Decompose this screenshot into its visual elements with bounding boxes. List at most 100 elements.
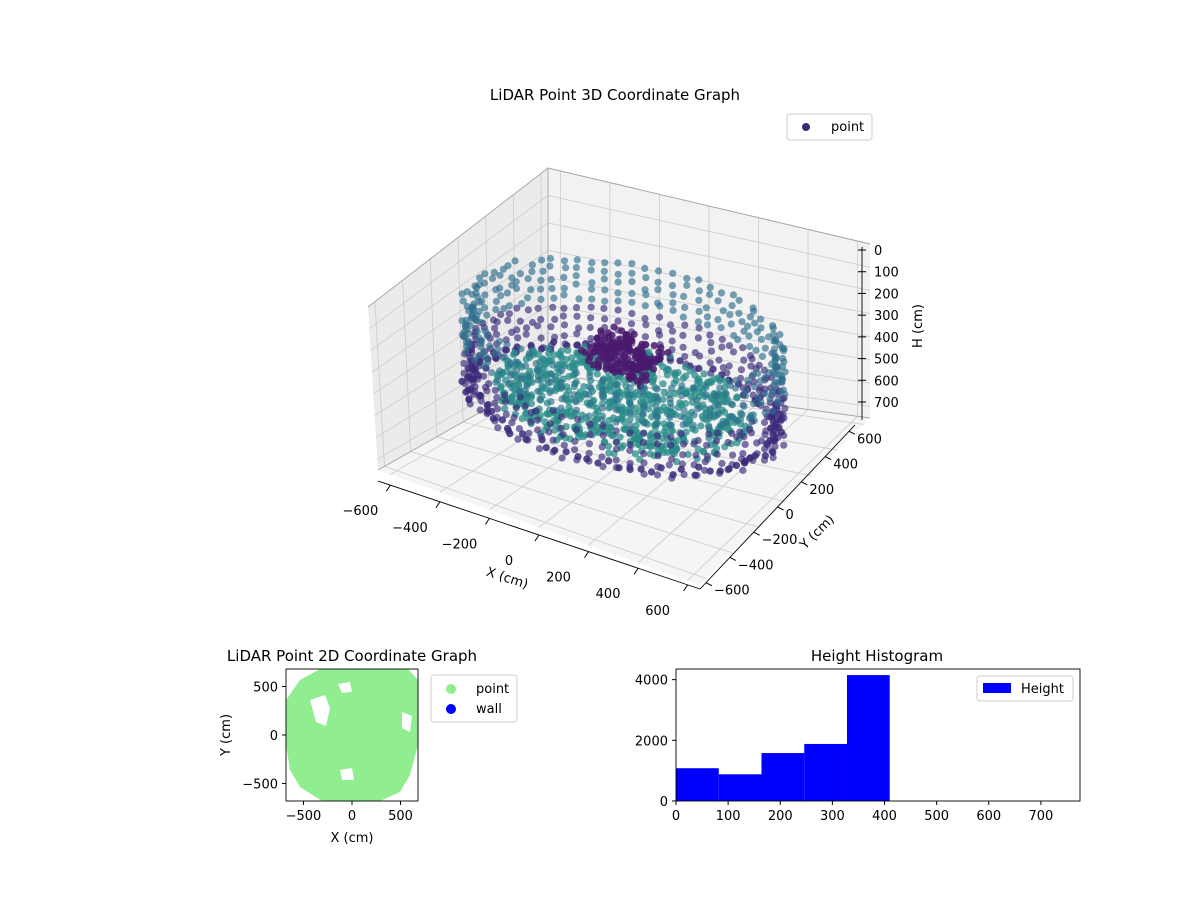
x-tick-3d: [534, 534, 540, 542]
lidar-point: [471, 387, 479, 395]
lidar-point: [546, 389, 554, 397]
lidar-point: [716, 377, 724, 385]
lidar-point: [558, 395, 566, 403]
lidar-point: [679, 374, 687, 382]
z-tick-label-3d: 700: [874, 396, 899, 411]
lidar-point: [497, 310, 505, 319]
lidar-point: [537, 432, 546, 441]
lidar-point: [524, 306, 533, 314]
lidar-point: [640, 470, 648, 478]
grid-line-y: [541, 377, 864, 425]
y-tick-label-2d: −500: [242, 778, 278, 793]
lidar-point: [757, 324, 765, 332]
lidar-point: [599, 431, 607, 439]
lidar-point: [511, 257, 519, 265]
lidar-point: [687, 393, 695, 401]
lidar-point: [678, 460, 687, 468]
lidar-point: [626, 384, 634, 392]
lidar-point: [514, 358, 522, 367]
lidar-point: [537, 334, 545, 342]
lidar-point: [593, 370, 601, 378]
lidar-point: [577, 346, 586, 354]
lidar-point: [560, 284, 568, 292]
legend-3d: point: [786, 113, 873, 141]
lidar-point: [640, 403, 648, 411]
lidar-point: [458, 290, 466, 298]
lidar-point: [605, 457, 613, 465]
lidar-point: [572, 264, 581, 272]
lidar-point: [507, 371, 515, 379]
lidar-point: [602, 362, 611, 370]
lidar-point: [706, 290, 714, 299]
lidar-point: [585, 391, 593, 399]
lidar-point: [525, 349, 534, 357]
lidar-point: [523, 390, 531, 398]
lidar-point: [653, 432, 661, 440]
lidar-point: [560, 332, 568, 340]
lidar-point: [558, 413, 566, 421]
lidar-point: [728, 429, 736, 438]
lidar-point: [628, 269, 636, 277]
lidar-point: [588, 295, 596, 303]
lidar-point: [641, 315, 649, 323]
lidar-point: [593, 334, 601, 342]
lidar-point: [466, 400, 474, 408]
lidar-point: [719, 307, 727, 315]
lidar-point: [606, 387, 615, 395]
x-tick-label-hist: 300: [820, 809, 845, 824]
lidar-point: [514, 334, 522, 342]
lidar-point: [480, 372, 488, 380]
lidar-point: [668, 337, 676, 345]
lidar-point: [549, 303, 557, 311]
lidar-point: [498, 416, 507, 424]
lidar-point: [601, 259, 609, 267]
lidar-point: [491, 399, 499, 407]
lidar-point: [547, 323, 555, 331]
lidar-point: [605, 416, 613, 424]
lidar-point: [703, 441, 711, 449]
lidar-point: [522, 435, 530, 443]
lidar-point: [648, 429, 656, 437]
lidar-point: [606, 403, 615, 411]
lidar-point: [729, 451, 737, 459]
lidar-point: [760, 418, 769, 427]
legend-2d-point-label: point: [476, 682, 509, 697]
lidar-point: [706, 359, 714, 367]
lidar-point: [608, 331, 616, 339]
x-tick-label-3d: −400: [392, 521, 428, 536]
lidar-point: [653, 420, 661, 428]
lidar-point: [769, 387, 777, 395]
lidar-point: [652, 411, 660, 420]
lidar-point: [757, 335, 766, 343]
lidar-point: [492, 330, 501, 338]
lidar-point: [524, 275, 532, 283]
lidar-point: [612, 445, 621, 453]
lidar-point: [665, 461, 673, 469]
lidar-point: [712, 392, 720, 400]
z-tick-label-3d: 300: [874, 309, 899, 324]
lidar-point: [640, 419, 648, 427]
lidar-point: [751, 319, 759, 327]
x-tick-label-3d: −200: [442, 537, 478, 552]
lidar-point: [586, 343, 595, 352]
lidar-point: [546, 262, 554, 270]
lidar-point: [545, 350, 553, 358]
lidar-point: [612, 456, 620, 464]
lidar-point: [680, 440, 688, 448]
lidar-point: [496, 271, 504, 279]
lidar-point: [774, 399, 782, 407]
lidar-point: [572, 369, 581, 377]
y-tick-label-hist: 4000: [635, 674, 668, 689]
lidar-point: [667, 403, 675, 411]
lidar-point: [744, 376, 752, 384]
x-ticks-3d: −600 −400 −200 0 200 400 600: [343, 484, 689, 619]
lidar-point: [681, 321, 689, 329]
lidar-point: [503, 340, 511, 348]
lidar-point: [703, 321, 712, 329]
lidar-point: [626, 465, 634, 474]
lidar-point: [714, 297, 722, 305]
lidar-point: [746, 342, 754, 351]
lidar-point: [655, 313, 664, 321]
lidar-point: [508, 393, 516, 401]
x-tick-label-hist: 0: [672, 809, 680, 824]
